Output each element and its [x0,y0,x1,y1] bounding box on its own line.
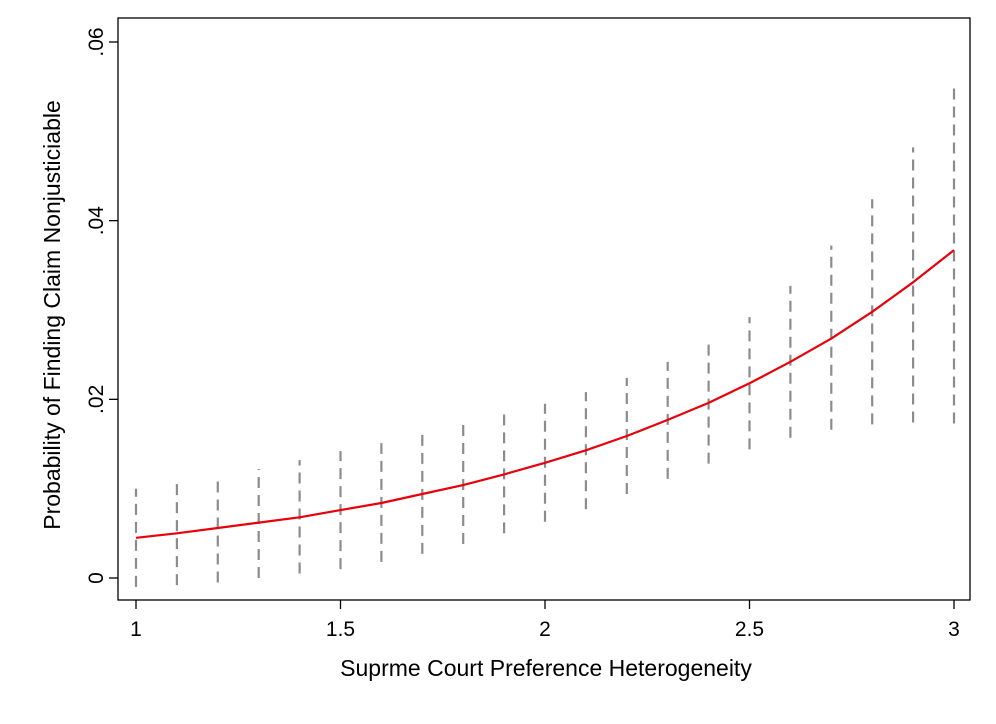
x-tick-label: 3 [948,618,960,641]
y-tick-label: .04 [85,206,108,236]
y-axis-title: Probability of Finding Claim Nonjusticia… [39,100,65,530]
y-tick-label: .06 [85,27,108,56]
y-tick-label: .02 [85,385,108,414]
x-axis-title: Suprme Court Preference Heterogeneity [340,655,752,681]
x-tick-label: 2.5 [735,618,764,641]
axes-layer: 1 1.5 2 2.5 3 0 .02 .04 .06 [85,17,971,641]
y-tick-label: 0 [85,572,108,584]
plot-frame [117,17,971,601]
x-tick-label: 2 [539,618,551,641]
x-tick-label: 1 [130,618,142,641]
x-tick-label: 1.5 [326,618,355,641]
confidence-interval-layer [134,84,956,587]
prediction-line-layer [135,249,955,539]
predicted-probability-line [135,249,955,539]
